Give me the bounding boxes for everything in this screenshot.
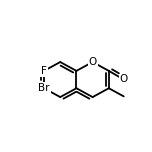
Text: O: O: [119, 74, 128, 84]
Text: F: F: [41, 66, 47, 76]
Text: Br: Br: [38, 83, 50, 93]
Text: O: O: [88, 57, 97, 67]
